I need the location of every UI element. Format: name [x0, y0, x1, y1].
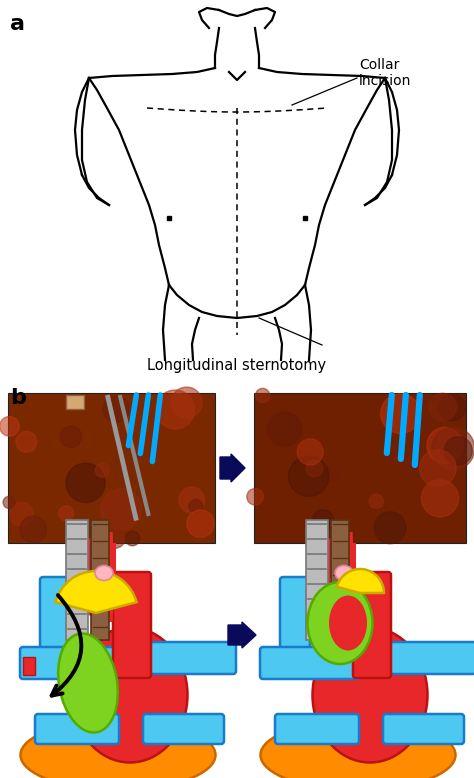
FancyBboxPatch shape [275, 714, 359, 744]
Wedge shape [55, 571, 137, 613]
FancyBboxPatch shape [260, 647, 361, 679]
Circle shape [439, 394, 466, 421]
Circle shape [179, 487, 205, 513]
FancyBboxPatch shape [390, 642, 474, 674]
Circle shape [369, 494, 383, 509]
Circle shape [125, 531, 140, 546]
Bar [254, 393, 466, 543]
Text: Collar
incision: Collar incision [359, 58, 411, 88]
FancyBboxPatch shape [353, 572, 391, 678]
FancyArrow shape [228, 622, 256, 648]
Ellipse shape [20, 720, 216, 778]
Bar [23, 657, 35, 675]
Circle shape [103, 396, 129, 422]
Circle shape [312, 510, 334, 531]
Bar [318, 543, 356, 578]
Circle shape [444, 436, 472, 464]
Circle shape [155, 390, 195, 429]
Bar [91, 520, 109, 640]
FancyBboxPatch shape [150, 642, 236, 674]
Circle shape [187, 510, 214, 538]
Bar [8, 393, 215, 543]
Circle shape [427, 427, 463, 464]
Circle shape [16, 431, 37, 452]
FancyBboxPatch shape [143, 714, 224, 744]
Ellipse shape [73, 628, 188, 762]
Circle shape [306, 460, 323, 477]
Circle shape [20, 516, 46, 543]
Ellipse shape [58, 633, 118, 733]
Text: b: b [10, 388, 26, 408]
FancyBboxPatch shape [383, 714, 464, 744]
Ellipse shape [261, 720, 456, 778]
Text: Longitudinal sternotomy: Longitudinal sternotomy [147, 358, 327, 373]
Circle shape [100, 489, 142, 530]
Text: a: a [10, 14, 25, 34]
Circle shape [171, 387, 202, 418]
Wedge shape [337, 569, 384, 593]
Bar [78, 543, 116, 578]
FancyBboxPatch shape [35, 714, 119, 744]
Circle shape [419, 450, 456, 486]
Ellipse shape [329, 595, 367, 650]
Circle shape [268, 412, 302, 447]
Circle shape [3, 496, 15, 509]
Circle shape [297, 439, 323, 465]
Circle shape [381, 394, 420, 433]
Circle shape [255, 388, 270, 403]
Circle shape [60, 426, 82, 447]
Circle shape [66, 463, 105, 503]
Bar [66, 520, 88, 640]
Circle shape [432, 427, 474, 470]
Circle shape [59, 506, 74, 521]
Circle shape [106, 529, 125, 548]
Circle shape [9, 503, 33, 526]
FancyBboxPatch shape [20, 647, 121, 679]
Ellipse shape [335, 566, 353, 580]
Ellipse shape [312, 628, 428, 762]
FancyBboxPatch shape [40, 577, 70, 663]
Circle shape [95, 463, 109, 477]
Circle shape [325, 466, 339, 481]
Circle shape [429, 394, 456, 421]
Bar [306, 520, 328, 640]
Bar [331, 520, 349, 640]
Circle shape [0, 416, 19, 436]
FancyBboxPatch shape [280, 577, 310, 663]
FancyBboxPatch shape [113, 572, 151, 678]
Bar [66, 395, 84, 409]
Circle shape [289, 456, 329, 496]
Circle shape [247, 489, 264, 505]
FancyArrow shape [220, 454, 245, 482]
Ellipse shape [95, 566, 113, 580]
Ellipse shape [308, 582, 373, 664]
Circle shape [374, 512, 406, 544]
Circle shape [189, 499, 203, 513]
Circle shape [421, 480, 458, 517]
